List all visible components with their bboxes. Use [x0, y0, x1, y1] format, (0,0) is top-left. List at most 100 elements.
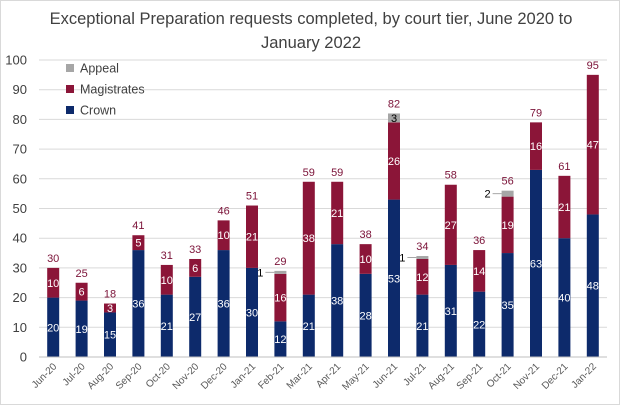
bar-segment-magistrates	[302, 181, 315, 295]
x-tick-label: Feb-21	[256, 361, 286, 391]
bar-segment-crown	[217, 250, 230, 357]
bar-segment-crown	[331, 244, 344, 357]
y-tick-label: 20	[13, 290, 27, 305]
bar-segment-crown	[558, 238, 571, 357]
data-label-magistrates: 10	[217, 230, 229, 242]
data-label-crown: 38	[331, 296, 343, 308]
bar-segment-magistrates	[444, 184, 457, 265]
x-tick-label: Jul-20	[61, 361, 88, 388]
bar-segment-appeal	[388, 113, 400, 123]
x-tick-label: Nov-20	[171, 361, 202, 392]
y-tick-label: 70	[13, 142, 27, 157]
bar-segment-crown	[501, 253, 514, 357]
data-label-magistrates: 47	[587, 140, 599, 152]
bar-segment-crown	[473, 291, 486, 357]
data-label-magistrates: 14	[473, 266, 485, 278]
y-tick-label: 60	[13, 171, 27, 186]
bar-segment-magistrates	[586, 74, 599, 215]
data-label-magistrates: 10	[47, 278, 59, 290]
data-label-crown: 36	[217, 299, 229, 311]
y-tick-label: 30	[13, 260, 27, 275]
bar-segment-magistrates	[160, 264, 173, 295]
data-label-magistrates: 26	[388, 156, 400, 168]
data-label-crown: 31	[445, 306, 457, 318]
data-label-total: 59	[331, 167, 343, 179]
data-label-total: 58	[445, 170, 457, 182]
data-label-crown: 30	[246, 307, 258, 319]
x-tick-label: Jun-21	[371, 361, 401, 391]
data-label-crown: 40	[558, 293, 570, 305]
bar-segment-magistrates	[217, 220, 230, 251]
x-tick-label: Jun-20	[30, 361, 60, 391]
x-tick-label: Nov-21	[512, 361, 543, 392]
data-label-magistrates: 16	[274, 293, 286, 305]
bar-segment-crown	[104, 312, 116, 357]
x-tick-label: Sep-20	[114, 361, 145, 392]
y-tick-label: 100	[5, 53, 27, 68]
bar-segment-magistrates	[416, 258, 429, 295]
data-label-crown: 21	[416, 321, 428, 333]
data-label-total: 95	[587, 60, 599, 72]
x-tick-label: Jan-22	[570, 361, 600, 391]
y-tick-label: 80	[13, 112, 27, 127]
data-label-crown: 21	[161, 321, 173, 333]
data-label-magistrates: 16	[530, 141, 542, 153]
legend-label-magistrates: Magistrates	[80, 83, 145, 97]
data-label-total: 46	[217, 205, 229, 217]
data-label-magistrates: 21	[331, 208, 343, 220]
data-label-total: 51	[246, 191, 258, 203]
data-label-total: 82	[388, 98, 400, 110]
legend-swatch-crown	[66, 106, 74, 114]
bar-segment-magistrates	[189, 258, 202, 277]
data-label-total: 18	[104, 289, 116, 301]
legend-swatch-appeal	[66, 64, 74, 72]
bar-segment-crown	[189, 276, 202, 357]
data-label-magistrates: 3	[107, 303, 113, 315]
bar-segment-crown	[160, 294, 173, 357]
bar-segment-magistrates	[359, 244, 372, 274]
y-tick-label: 50	[13, 201, 27, 216]
data-label-magistrates: 5	[135, 238, 141, 250]
x-tick-label: Oct-20	[144, 361, 173, 390]
bar-segment-crown	[132, 250, 145, 357]
x-tick-label: Jul-21	[401, 361, 428, 388]
data-label-magistrates: 10	[161, 275, 173, 287]
bar-segment-crown	[359, 273, 372, 357]
data-label-magistrates: 27	[445, 220, 457, 232]
x-tick-label: Jan-21	[229, 361, 259, 391]
bar-segment-magistrates	[558, 175, 571, 239]
data-label-crown: 27	[189, 312, 201, 324]
x-tick-label: Aug-20	[86, 361, 117, 392]
x-tick-label: Sep-21	[455, 361, 486, 392]
data-label-total: 41	[132, 220, 144, 232]
data-label-crown: 15	[104, 330, 116, 342]
y-tick-label: 90	[13, 82, 27, 97]
data-label-crown: 22	[473, 319, 485, 331]
data-label-total: 34	[416, 241, 428, 253]
x-tick-label: Dec-21	[540, 361, 571, 392]
data-label-magistrates: 21	[246, 232, 258, 244]
bar-segment-magistrates	[274, 273, 287, 322]
bar-segment-crown	[302, 294, 315, 357]
bar-segment-crown	[246, 267, 258, 357]
data-label-total: 29	[274, 256, 286, 268]
data-label-appeal: 3	[391, 113, 397, 125]
bar-segment-magistrates	[388, 122, 400, 200]
data-label-magistrates: 38	[303, 233, 315, 245]
data-label-total: 38	[359, 229, 371, 241]
bar-segment-crown	[47, 297, 60, 357]
x-tick-label: Apr-21	[314, 361, 343, 390]
data-label-total: 56	[501, 176, 513, 188]
bar-segment-appeal	[274, 270, 287, 274]
data-label-total: 59	[303, 167, 315, 179]
bar-segment-magistrates	[246, 205, 258, 268]
y-tick-label: 40	[13, 231, 27, 246]
data-label-crown: 28	[359, 310, 371, 322]
bar-segment-magistrates	[530, 122, 542, 170]
legend-label-crown: Crown	[80, 104, 116, 118]
data-label-total: 33	[189, 244, 201, 256]
data-label-crown: 20	[47, 322, 59, 334]
bar-segment-magistrates	[104, 303, 116, 313]
data-label-appeal: 1	[257, 267, 263, 279]
x-tick-label: Oct-21	[485, 361, 514, 390]
